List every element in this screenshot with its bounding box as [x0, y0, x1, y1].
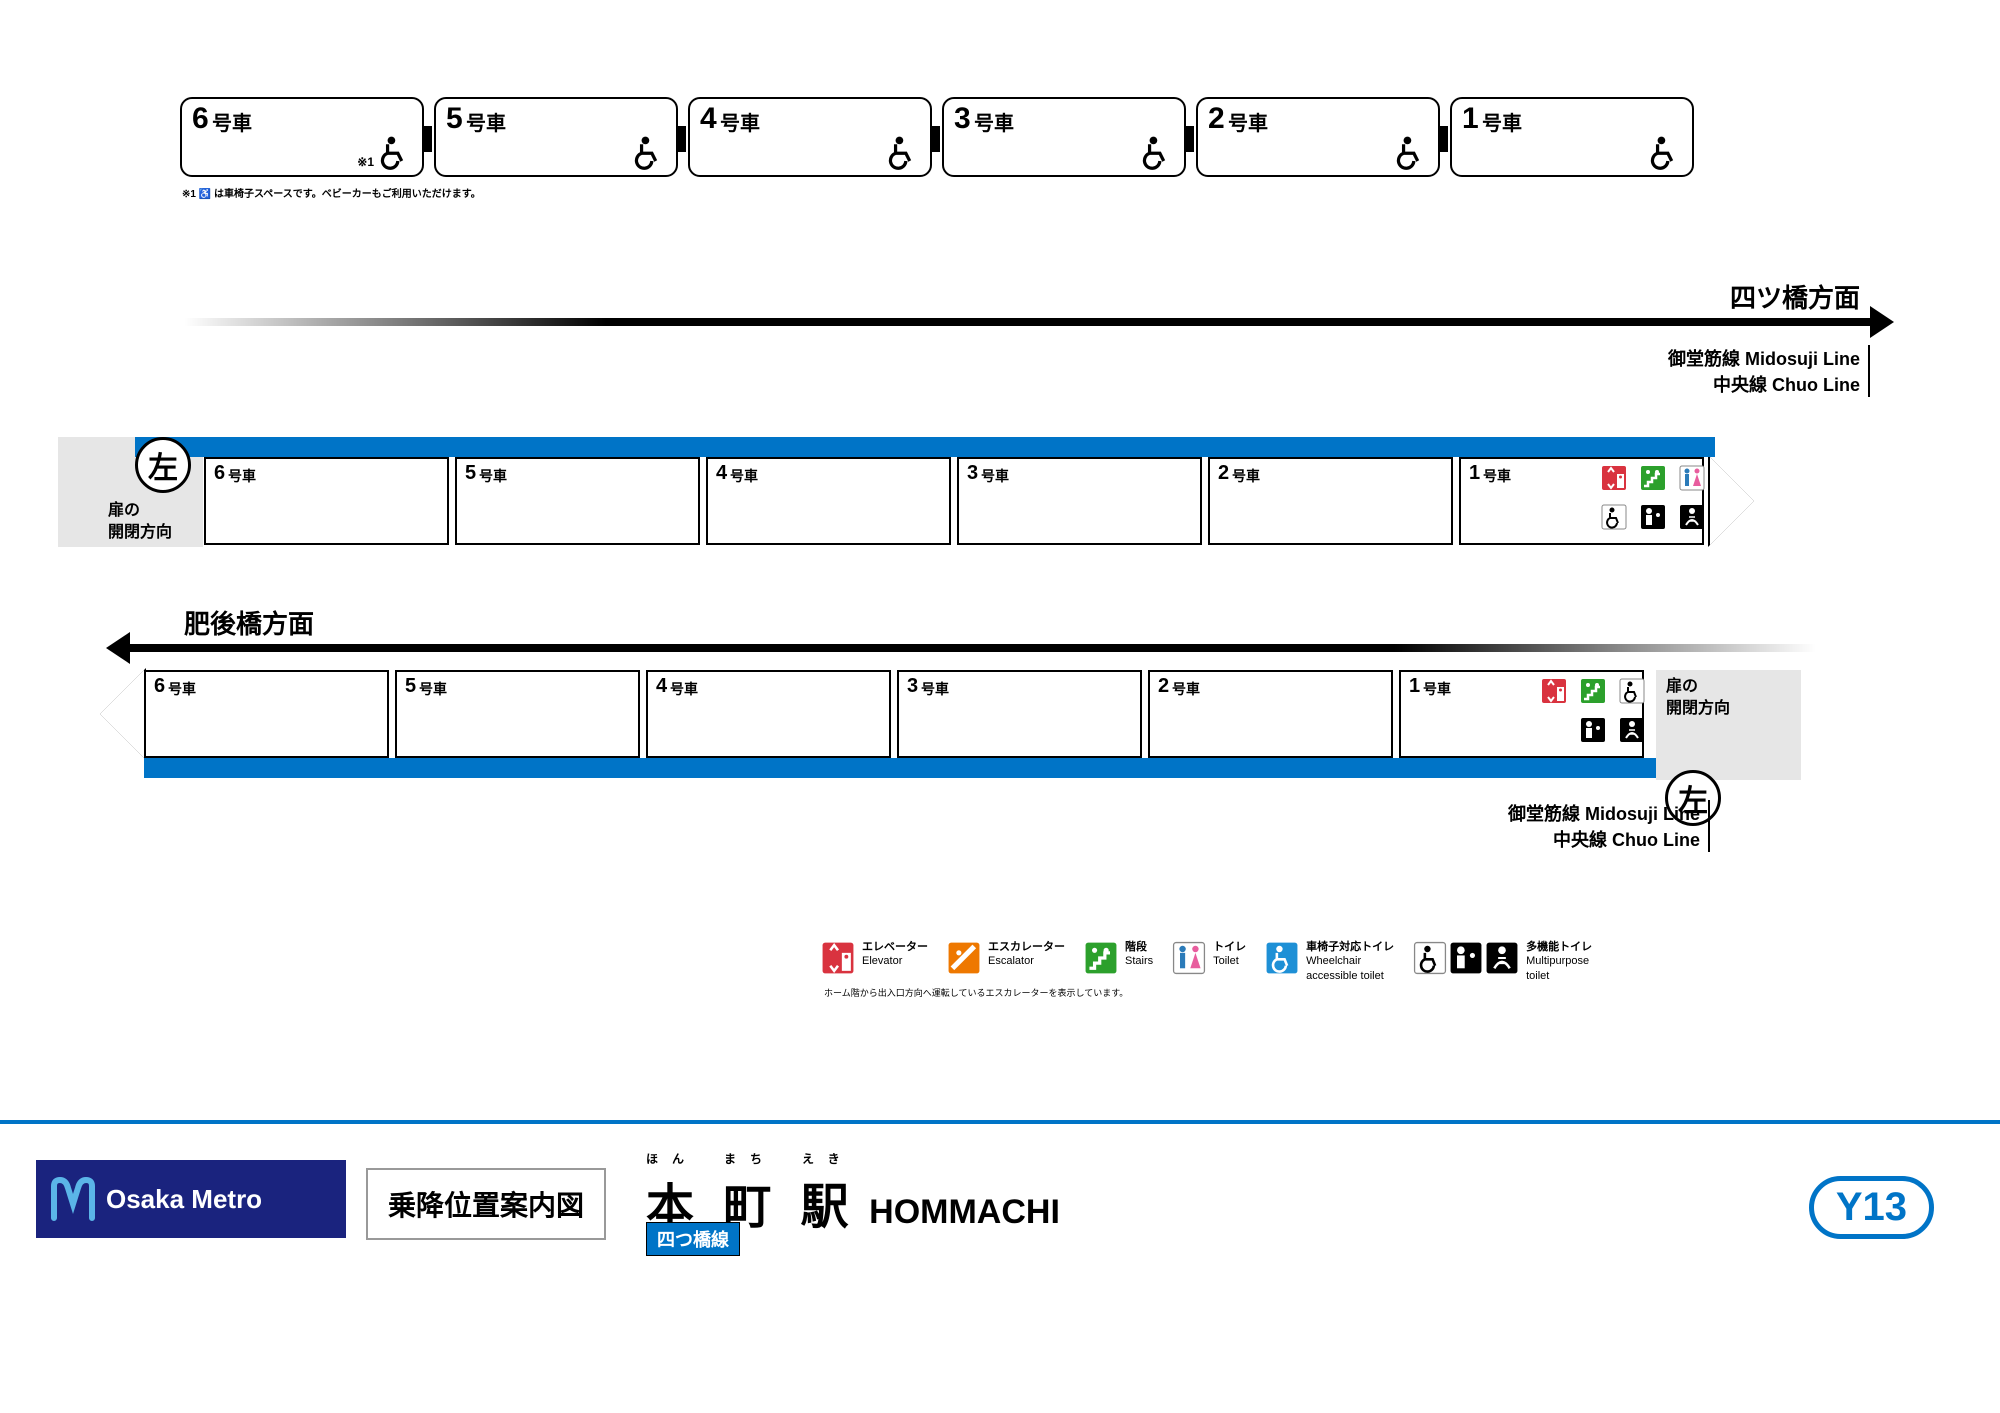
door-dir-1: 扉の 開閉方向 [108, 500, 172, 545]
multi1-icon [1575, 712, 1611, 748]
furigana: ほん まち えき [646, 1150, 1060, 1167]
top-car: 1号車 [1450, 97, 1694, 177]
wheelchair-icon [630, 134, 666, 170]
transfer-lines-2: 御堂筋線 Midosuji Line 中央線 Chuo Line [1508, 800, 1710, 852]
metro-logo: Osaka Metro [36, 1160, 346, 1238]
wheelchair-icon [1138, 134, 1174, 170]
stairs-icon [1635, 460, 1671, 496]
platform-car: 5号車 [395, 670, 640, 758]
platform-car: 2号車 [1208, 457, 1453, 545]
legend-item: エスカレーターEscalator [946, 940, 1065, 983]
footer-rule [0, 1120, 2000, 1124]
platform-2: 6号車5号車4号車3号車2号車1号車 [144, 670, 1650, 758]
train-head-left [100, 670, 144, 758]
platform-1: 6号車5号車4号車3号車2号車1号車 [204, 457, 1710, 545]
left-circle-1: 左 [135, 437, 191, 493]
line-badge: 四つ橋線 [646, 1222, 740, 1256]
wheelchair-icon [1392, 134, 1428, 170]
top-car: 2号車 [1196, 97, 1440, 177]
multi2-icon [1674, 499, 1710, 535]
top-train-row: 6号車※15号車4号車3号車2号車1号車 [180, 97, 1704, 177]
elevator-icon [1596, 460, 1632, 496]
wheelchair-icon [1596, 499, 1632, 535]
platform2-bar [144, 758, 1724, 778]
elevator-icon [1536, 673, 1572, 709]
stairs-icon [1575, 673, 1611, 709]
legend-item: 多機能トイレMultipurposetoilet [1412, 940, 1592, 983]
direction-arrow-left [130, 644, 1816, 652]
legend-item: 車椅子対応トイレWheelchairaccessible toilet [1264, 940, 1394, 983]
platform-car: 6号車 [144, 670, 389, 758]
platform-car: 3号車 [897, 670, 1142, 758]
multi1-icon [1635, 499, 1671, 535]
legend-item: トイレToilet [1171, 940, 1246, 983]
info-box: 乗降位置案内図 [366, 1168, 606, 1240]
platform2-facilities [1500, 673, 1650, 748]
top-car: 6号車※1 [180, 97, 424, 177]
direction-1-label: 四ツ橋方面 [1730, 278, 1860, 315]
direction-2-label: 肥後橋方面 [184, 604, 314, 641]
legend-note: ホーム階から出入口方向へ運転しているエスカレーターを表示しています。 [824, 986, 1128, 999]
toilet-icon [1674, 460, 1710, 496]
platform-car: 4号車 [706, 457, 951, 545]
station-code: Y13 [1809, 1176, 1934, 1239]
footer: Osaka Metro 乗降位置案内図 ほん まち えき 本 町 駅 HOMMA… [36, 1150, 1964, 1250]
wheelchair-icon [1646, 134, 1682, 170]
direction-arrow-right [184, 318, 1870, 326]
legend: エレベーターElevator エスカレーターEscalator 階段Stairs トイ… [820, 940, 1592, 983]
platform-car: 6号車 [204, 457, 449, 545]
platform-car: 4号車 [646, 670, 891, 758]
wheelchair-icon [376, 134, 412, 170]
platform1-bar [135, 437, 1715, 457]
transfer-lines-1: 御堂筋線 Midosuji Line 中央線 Chuo Line [1668, 345, 1870, 397]
train-head-right [1710, 457, 1754, 545]
metro-m-icon [50, 1176, 96, 1222]
door-dir-2: 扉の 開閉方向 [1666, 676, 1730, 721]
brand-text: Osaka Metro [106, 1184, 262, 1215]
legend-item: エレベーターElevator [820, 940, 928, 983]
station-roman: HOMMACHI [869, 1193, 1060, 1232]
top-car: 5号車 [434, 97, 678, 177]
top-car: 3号車 [942, 97, 1186, 177]
wheelchair-icon [884, 134, 920, 170]
platform1-facilities [1560, 460, 1710, 535]
top-car: 4号車 [688, 97, 932, 177]
multi2-icon [1614, 712, 1650, 748]
wheelchair-icon [1614, 673, 1650, 709]
platform-car: 3号車 [957, 457, 1202, 545]
wheelchair-note: ※1 ♿ は車椅子スペースです。ベビーカーもご利用いただけます。 [182, 185, 481, 200]
platform-car: 5号車 [455, 457, 700, 545]
legend-item: 階段Stairs [1083, 940, 1153, 983]
platform-car: 2号車 [1148, 670, 1393, 758]
